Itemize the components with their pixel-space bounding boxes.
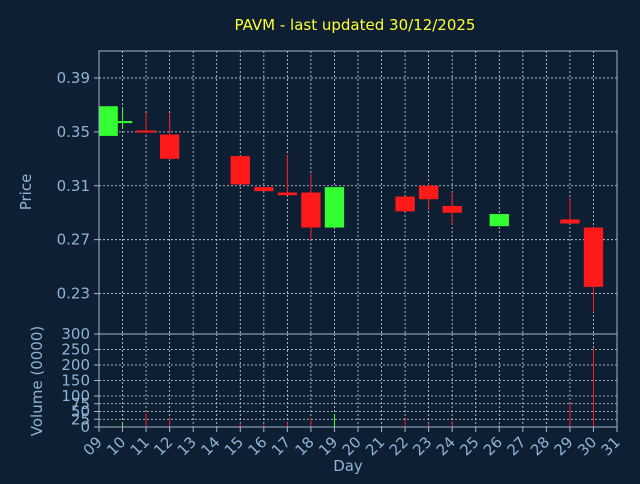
- candle-body: [489, 214, 509, 227]
- candle-body: [442, 205, 462, 213]
- volume-tick-label: 50: [71, 403, 90, 421]
- candle-body: [583, 227, 604, 287]
- volume-tick-label: 200: [61, 356, 90, 374]
- volume-tick-label: 250: [61, 341, 90, 359]
- candle-body: [395, 196, 415, 212]
- volume-tick-label: 150: [61, 372, 90, 390]
- chart-title: PAVM - last updated 30/12/2025: [235, 16, 476, 34]
- volume-tick-label: 100: [61, 387, 90, 405]
- price-tick-label: 0.27: [57, 231, 90, 249]
- volume-tick-label: 75: [71, 395, 90, 413]
- candle-body: [136, 130, 156, 133]
- candle-body: [301, 192, 321, 228]
- candle-body: [98, 106, 118, 136]
- candle-body: [277, 192, 298, 196]
- volume-tick-label: 0: [80, 418, 90, 436]
- candle-body: [112, 121, 133, 124]
- volume-tick-label: 25: [71, 410, 90, 428]
- candle-body: [418, 185, 439, 200]
- x-axis-label: Day: [333, 457, 363, 475]
- price-axis-label: Price: [17, 174, 35, 211]
- candle-body: [560, 219, 580, 224]
- frame-layer: [94, 50, 618, 432]
- price-tick-label: 0.39: [57, 69, 90, 87]
- candle-body: [230, 156, 250, 185]
- volume-tick-label: 300: [61, 325, 90, 343]
- candle-body: [324, 187, 345, 228]
- price-tick-label: 0.31: [57, 177, 90, 195]
- price-tick-label: 0.35: [57, 123, 90, 141]
- candle-body: [254, 187, 274, 192]
- marks-layer: [98, 106, 604, 427]
- candle-body: [159, 134, 180, 159]
- volume-axis-label: Volume (0000): [28, 326, 46, 436]
- price-tick-label: 0.23: [57, 285, 90, 303]
